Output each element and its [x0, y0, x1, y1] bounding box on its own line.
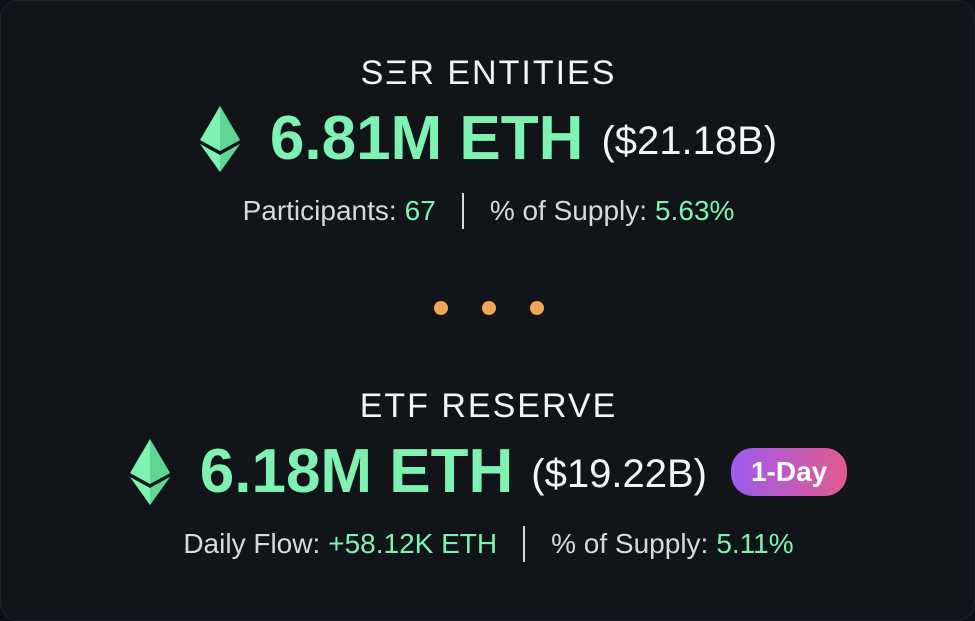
usd-value: ($19.22B)	[531, 452, 707, 496]
section-title: ETF RESERVE	[359, 387, 618, 425]
stats-row: Daily Flow: +58.12K ETH % of Supply: 5.1…	[183, 524, 794, 564]
stat-label-supply: % of Supply:	[489, 195, 648, 226]
usd-value: ($21.18B)	[601, 119, 778, 163]
stat-divider	[523, 526, 526, 562]
etf-section: ETF RESERVE 6.18M ETH ($19.22B) 1-Day Da…	[1, 384, 975, 564]
separator-dot	[529, 301, 544, 315]
dots-separator	[1, 301, 975, 315]
ethereum-icon	[129, 439, 170, 505]
amount-row: 6.81M ETH ($21.18B)	[199, 101, 778, 177]
eth-amount: 6.18M ETH	[199, 437, 514, 506]
section-title: SΞR ENTITIES	[360, 54, 617, 92]
amount-row: 6.18M ETH ($19.22B) 1-Day	[129, 434, 848, 510]
stat-value-participants: 67	[404, 195, 436, 226]
separator-dot	[433, 301, 448, 315]
stat-value-daily-flow: +58.12K ETH	[328, 528, 498, 559]
ethereum-icon	[199, 106, 240, 172]
eth-amount: 6.81M ETH	[269, 104, 584, 173]
stats-row: Participants: 67 % of Supply: 5.63%	[242, 191, 735, 231]
entities-section: SΞR ENTITIES 6.81M ETH ($21.18B) Partici…	[1, 51, 975, 231]
stat-label-daily-flow: Daily Flow:	[183, 528, 321, 559]
stat-label-participants: Participants:	[242, 195, 397, 226]
stat-divider	[461, 193, 464, 229]
timeframe-badge[interactable]: 1-Day	[730, 448, 848, 496]
stat-label-supply: % of Supply:	[551, 528, 709, 559]
separator-dot	[481, 301, 496, 315]
stat-value-supply: 5.63%	[655, 195, 735, 226]
stat-value-supply: 5.11%	[716, 528, 794, 559]
